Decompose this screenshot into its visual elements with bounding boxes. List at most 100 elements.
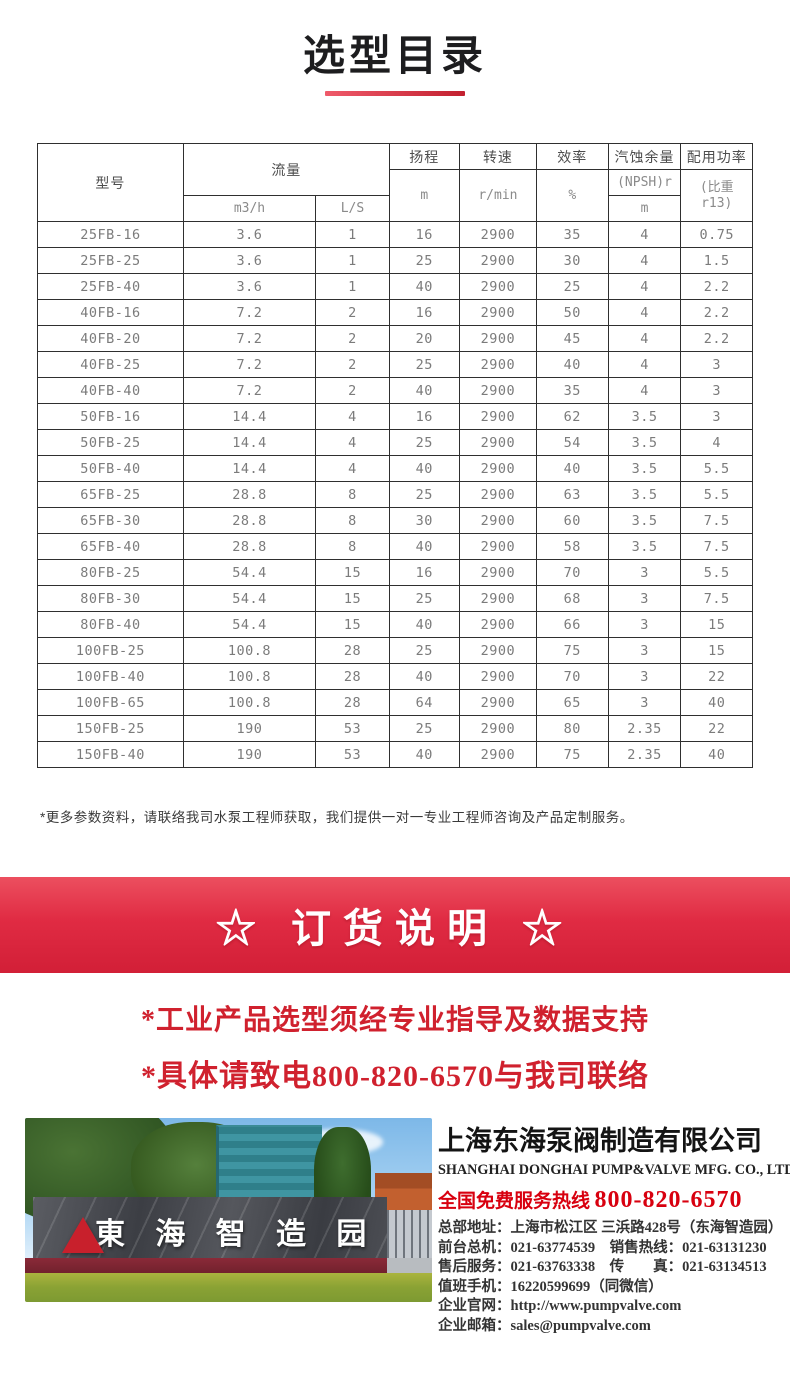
table-cell: 60 (536, 507, 609, 534)
table-row: 65FB-40 28.8 8 40 2900 58 3.5 7.5 (37, 533, 753, 560)
table-cell: 2.35 (607, 715, 682, 742)
table-cell: 1 (315, 273, 390, 300)
table-cell: 70 (536, 559, 609, 586)
table-row: 50FB-40 14.4 4 40 2900 40 3.5 5.5 (37, 455, 753, 482)
table-cell: 3 (607, 637, 682, 664)
contact-line: 前台总机：021-63774539 销售热线：021-63131230 (438, 1239, 767, 1256)
table-cell: 2900 (458, 585, 538, 612)
table-cell: 2900 (458, 273, 538, 300)
subheader-power-sg: (比重 r13) (680, 169, 753, 222)
table-cell: 25 (388, 429, 460, 456)
table-cell: 40 (388, 455, 460, 482)
table-cell: 25FB-25 (37, 247, 184, 274)
table-cell: 1 (315, 221, 390, 248)
table-cell: 2900 (458, 403, 538, 430)
table-cell: 80 (536, 715, 609, 742)
table-row: 150FB-25 190 53 25 2900 80 2.35 22 (37, 715, 753, 742)
col-header-npsh: 汽蚀余量 (607, 143, 682, 170)
table-cell: 25 (388, 351, 460, 378)
sign-wall-text: 東 海 智 造 园 (94, 1218, 378, 1252)
table-cell: 25 (388, 637, 460, 664)
table-cell: 3.5 (607, 403, 682, 430)
table-cell: 15 (315, 585, 390, 612)
table-cell: 64 (388, 689, 460, 716)
table-cell: 54 (536, 429, 609, 456)
col-header-efficiency: 效率 (536, 143, 609, 170)
company-name-cn: 上海东海泵阀制造有限公司 (438, 1126, 762, 1156)
footnote-text: *更多参数资料，请联络我司水泵工程师获取，我们提供一对一专业工程师咨询及产品定制… (40, 810, 634, 825)
table-cell: 2.35 (607, 741, 682, 768)
title-underline-bar (325, 91, 465, 96)
table-cell: 28 (315, 689, 390, 716)
table-cell: 25 (388, 585, 460, 612)
notice-line-2: *具体请致电800-820-6570与我司联络 (141, 1060, 649, 1093)
table-row: 25FB-40 3.6 1 40 2900 25 4 2.2 (37, 273, 753, 300)
table-cell: 3.6 (182, 221, 317, 248)
table-cell: 16 (388, 403, 460, 430)
table-row: 65FB-30 28.8 8 30 2900 60 3.5 7.5 (37, 507, 753, 534)
table-cell: 4 (607, 221, 682, 248)
table-cell: 50FB-40 (37, 455, 184, 482)
table-cell: 3.5 (607, 507, 682, 534)
table-row: 25FB-16 3.6 1 16 2900 35 4 0.75 (37, 221, 753, 248)
subheader-npshr: (NPSH)r (607, 169, 682, 196)
company-name-en: SHANGHAI DONGHAI PUMP&VALVE MFG. CO., LT… (438, 1162, 790, 1178)
contact-line: 售后服务：021-63763338 传 真：021-63134513 (438, 1259, 767, 1275)
table-cell: 7.2 (182, 377, 317, 404)
table-cell: 50 (536, 299, 609, 326)
table-cell: 50FB-16 (37, 403, 184, 430)
table-cell: 22 (680, 663, 753, 690)
table-cell: 70 (536, 663, 609, 690)
table-cell: 8 (315, 533, 390, 560)
red-notice-block: *工业产品选型须经专业指导及数据支持 *具体请致电800-820-6570与我司… (0, 998, 790, 1095)
table-cell: 2900 (458, 455, 538, 482)
table-cell: 5.5 (680, 481, 753, 508)
unit-speed-rmin: r/min (458, 169, 538, 222)
table-cell: 54.4 (182, 559, 317, 586)
table-cell: 3 (680, 351, 753, 378)
table-row: 65FB-25 28.8 8 25 2900 63 3.5 5.5 (37, 481, 753, 508)
table-cell: 75 (536, 637, 609, 664)
table-cell: 2900 (458, 559, 538, 586)
table-cell: 2 (315, 299, 390, 326)
table-cell: 22 (680, 715, 753, 742)
table-cell: 3 (607, 663, 682, 690)
table-cell: 63 (536, 481, 609, 508)
table-cell: 2900 (458, 221, 538, 248)
table-cell: 66 (536, 611, 609, 638)
table-cell: 2 (315, 351, 390, 378)
table-cell: 14.4 (182, 429, 317, 456)
col-header-speed: 转速 (458, 143, 538, 170)
table-cell: 4 (607, 325, 682, 352)
table-cell: 2900 (458, 507, 538, 534)
table-cell: 2900 (458, 689, 538, 716)
unit-efficiency-pct: % (536, 169, 609, 222)
table-cell: 3 (607, 611, 682, 638)
col-header-power: 配用功率 (680, 143, 753, 170)
table-cell: 2.2 (680, 299, 753, 326)
table-row: 100FB-25 100.8 28 25 2900 75 3 15 (37, 637, 753, 664)
table-cell: 190 (182, 715, 317, 742)
table-cell: 65FB-25 (37, 481, 184, 508)
table-cell: 40 (680, 741, 753, 768)
table-row: 150FB-40 190 53 40 2900 75 2.35 40 (37, 741, 753, 768)
contact-line: 值班手机：16220599699（同微信） (438, 1278, 663, 1295)
table-cell: 80FB-30 (37, 585, 184, 612)
table-cell: 2.2 (680, 325, 753, 352)
table-cell: 45 (536, 325, 609, 352)
table-cell: 3.5 (607, 455, 682, 482)
table-cell: 65FB-30 (37, 507, 184, 534)
table-cell: 40FB-25 (37, 351, 184, 378)
table-cell: 100FB-25 (37, 637, 184, 664)
model-selection-table: 型号 流量 扬程 转速 效率 汽蚀余量 配用功率 m r/min % (NPSH… (37, 143, 753, 768)
table-cell: 15 (315, 611, 390, 638)
table-cell: 28 (315, 663, 390, 690)
table-cell: 40 (536, 351, 609, 378)
table-cell: 54.4 (182, 611, 317, 638)
table-cell: 28.8 (182, 507, 317, 534)
notice-line-1: *工业产品选型须经专业指导及数据支持 (140, 1005, 649, 1036)
donghai-triangle-logo-icon (61, 1217, 104, 1254)
table-cell: 3 (607, 689, 682, 716)
table-cell: 2900 (458, 299, 538, 326)
table-cell: 40FB-40 (37, 377, 184, 404)
